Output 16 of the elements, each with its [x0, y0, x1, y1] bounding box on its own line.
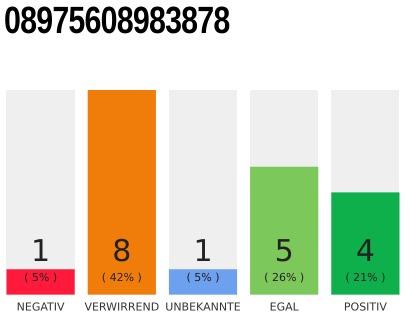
data-label: 1	[193, 234, 213, 269]
x-tick-label: UNBEKANNTE	[165, 300, 241, 314]
annotation: ( 26% )	[264, 270, 304, 284]
x-tick-label: NEGATIV	[16, 300, 65, 314]
annotation: ( 42% )	[102, 270, 142, 284]
annotation: ( 5% )	[24, 270, 58, 284]
annotation: ( 5% )	[186, 270, 220, 284]
chart-title: 08975608983878	[4, 0, 230, 43]
data-label: 8	[112, 234, 132, 269]
x-tick-label: POSITIV	[344, 300, 388, 314]
x-tick-label: EGAL	[270, 300, 300, 314]
annotation: ( 21% )	[345, 270, 386, 284]
data-label: 5	[274, 234, 294, 269]
x-tick-label: VERWIRREND	[84, 300, 160, 314]
data-label: 1	[31, 234, 50, 269]
data-label: 4	[356, 234, 375, 269]
